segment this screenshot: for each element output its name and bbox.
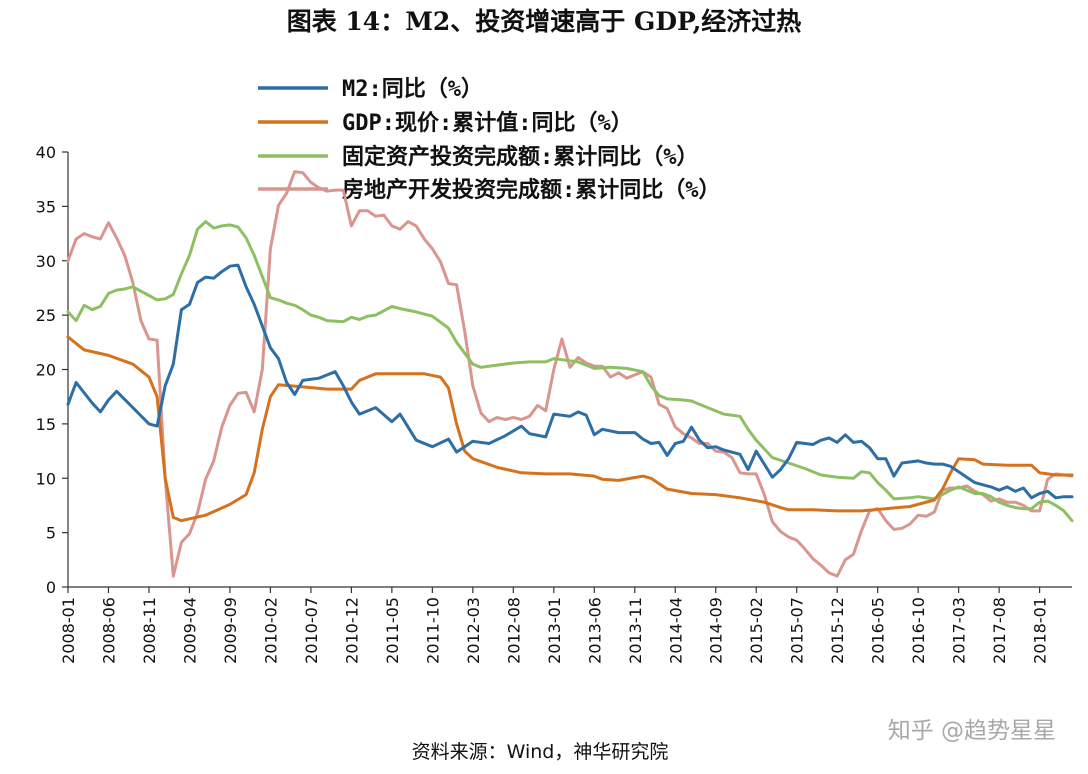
x-tick-label: 2016-05 (869, 597, 888, 664)
y-tick-label: 10 (36, 469, 56, 488)
x-tick-label: 2009-09 (221, 597, 240, 664)
y-tick-label: 30 (36, 252, 56, 271)
y-tick-label: 40 (36, 143, 56, 162)
source-note: 资料来源：Wind，神华研究院 (412, 741, 669, 763)
x-tick-label: 2015-12 (828, 597, 847, 664)
legend-label: 房地产开发投资完成额:累计同比（%） (342, 177, 721, 203)
y-tick-label: 25 (36, 306, 56, 325)
x-tick-label: 2018-01 (1031, 597, 1050, 664)
x-tick-label: 2017-08 (990, 597, 1009, 664)
series-line-3 (66, 220, 1074, 523)
y-tick-label: 35 (36, 197, 56, 216)
x-tick-label: 2011-10 (423, 597, 442, 664)
x-tick-label: 2015-02 (747, 597, 766, 664)
y-tick-label: 5 (46, 524, 56, 543)
x-tick-label: 2010-02 (261, 597, 280, 664)
x-tick-label: 2009-04 (180, 597, 199, 664)
x-tick-label: 2014-04 (666, 597, 685, 664)
y-axis-ticks: 0 5 10 15 20 25 30 35 40 (36, 143, 68, 597)
x-tick-label: 2008-11 (140, 597, 159, 664)
series-line-4 (66, 170, 1074, 578)
x-tick-label: 2008-06 (99, 597, 118, 664)
legend-label: M2:同比（%） (342, 77, 483, 102)
x-tick-label: 2017-03 (950, 597, 969, 664)
chart-legend: M2:同比（%） GDP:现价:累计值:同比（%） 固定资产投资完成额:累计同比（%… (258, 77, 721, 203)
x-tick-label: 2013-11 (626, 597, 645, 664)
series-line-1 (66, 263, 1074, 500)
legend-label: 固定资产投资完成额:累计同比（%） (342, 144, 699, 170)
x-tick-label: 2010-12 (342, 597, 361, 664)
legend-label: GDP:现价:累计值:同比（%） (342, 110, 633, 136)
x-tick-label: 2011-05 (383, 597, 402, 664)
y-tick-label: 0 (46, 578, 56, 597)
y-tick-label: 15 (36, 415, 56, 434)
series-line-2 (66, 335, 1074, 523)
x-tick-label: 2015-07 (788, 597, 807, 664)
x-tick-label: 2016-10 (909, 597, 928, 664)
watermark: 知乎 @趋势星星 (888, 718, 1056, 744)
x-axis-ticks: 2008-01 2008-06 2008-11 2009-04 2009-09 2010-… (59, 587, 1050, 664)
x-tick-label: 2013-06 (585, 597, 604, 664)
series-lines (66, 170, 1074, 578)
y-tick-label: 20 (36, 361, 56, 380)
x-tick-label: 2014-09 (707, 597, 726, 664)
x-tick-label: 2008-01 (59, 597, 78, 664)
x-tick-label: 2010-07 (302, 597, 321, 664)
chart-title: 图表 14：M2、投资增速高于 GDP,经济过热 (287, 7, 802, 36)
x-tick-label: 2013-01 (545, 597, 564, 664)
x-tick-label: 2012-03 (464, 597, 483, 664)
x-tick-label: 2012-08 (504, 597, 523, 664)
